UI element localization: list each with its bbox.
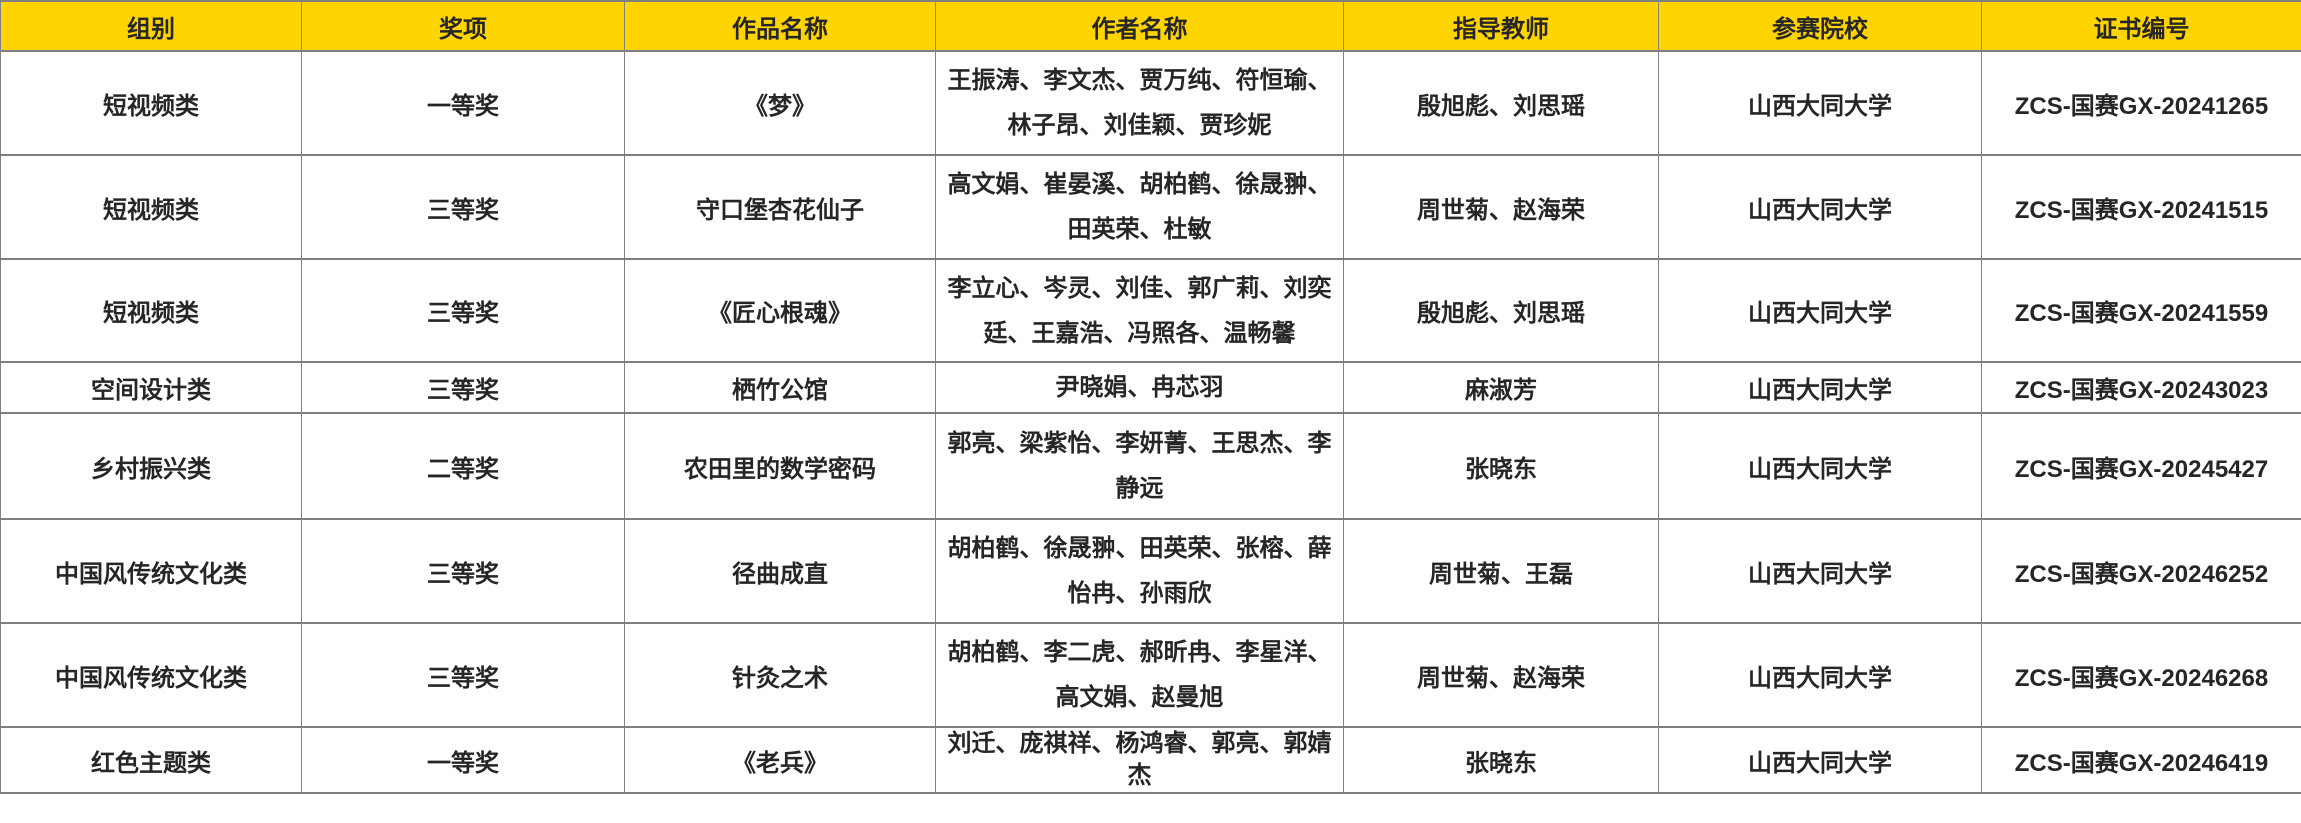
cell-work-title: 《匠心根魂》 xyxy=(624,258,936,363)
col-header-award: 奖项 xyxy=(301,0,625,52)
table-row: 乡村振兴类 二等奖 农田里的数学密码 郭亮、梁紫怡、李妍菁、王思杰、李静远 张晓… xyxy=(0,412,2301,520)
cell-work-title: 农田里的数学密码 xyxy=(624,412,936,520)
cell-award: 三等奖 xyxy=(301,154,625,260)
cell-group: 中国风传统文化类 xyxy=(0,622,302,728)
cell-authors: 胡柏鹤、徐晟翀、田英荣、张榕、薛怡冉、孙雨欣 xyxy=(935,518,1344,624)
cell-group: 短视频类 xyxy=(0,258,302,363)
cell-certificate: ZCS-国赛GX-20243023 xyxy=(1981,361,2301,414)
cell-certificate: ZCS-国赛GX-20241265 xyxy=(1981,50,2301,156)
awards-table: 组别 奖项 作品名称 作者名称 指导教师 参赛院校 证书编号 短视频类 一等奖 … xyxy=(0,0,2301,794)
cell-school: 山西大同大学 xyxy=(1658,622,1982,728)
cell-certificate: ZCS-国赛GX-20246419 xyxy=(1981,726,2301,794)
col-header-teachers: 指导教师 xyxy=(1343,0,1659,52)
table-row: 中国风传统文化类 三等奖 针灸之术 胡柏鹤、李二虎、郝昕冉、李星洋、高文娟、赵曼… xyxy=(0,622,2301,728)
cell-work-title: 《老兵》 xyxy=(624,726,936,794)
awards-sheet: 组别 奖项 作品名称 作者名称 指导教师 参赛院校 证书编号 短视频类 一等奖 … xyxy=(0,0,2301,794)
cell-authors: 刘迁、庞祺祥、杨鸿睿、郭亮、郭婧杰 xyxy=(935,726,1344,794)
cell-award: 三等奖 xyxy=(301,518,625,624)
cell-award: 二等奖 xyxy=(301,412,625,520)
cell-teachers: 周世菊、赵海荣 xyxy=(1343,622,1659,728)
cell-group: 红色主题类 xyxy=(0,726,302,794)
cell-work-title: 径曲成直 xyxy=(624,518,936,624)
cell-group: 短视频类 xyxy=(0,50,302,156)
header-row: 组别 奖项 作品名称 作者名称 指导教师 参赛院校 证书编号 xyxy=(0,0,2301,52)
cell-work-title: 守口堡杏花仙子 xyxy=(624,154,936,260)
cell-award: 一等奖 xyxy=(301,726,625,794)
cell-school: 山西大同大学 xyxy=(1658,518,1982,624)
col-header-work: 作品名称 xyxy=(624,0,936,52)
cell-certificate: ZCS-国赛GX-20241515 xyxy=(1981,154,2301,260)
cell-certificate: ZCS-国赛GX-20246252 xyxy=(1981,518,2301,624)
cell-certificate: ZCS-国赛GX-20245427 xyxy=(1981,412,2301,520)
col-header-school: 参赛院校 xyxy=(1658,0,1982,52)
cell-teachers: 张晓东 xyxy=(1343,726,1659,794)
cell-authors: 高文娟、崔晏溪、胡柏鹤、徐晟翀、田英荣、杜敏 xyxy=(935,154,1344,260)
cell-school: 山西大同大学 xyxy=(1658,50,1982,156)
cell-authors: 王振涛、李文杰、贾万纯、符恒瑜、林子昂、刘佳颖、贾珍妮 xyxy=(935,50,1344,156)
cell-group: 中国风传统文化类 xyxy=(0,518,302,624)
table-row: 短视频类 三等奖 《匠心根魂》 李立心、岑灵、刘佳、郭广莉、刘奕廷、王嘉浩、冯照… xyxy=(0,258,2301,363)
cell-teachers: 殷旭彪、刘思瑶 xyxy=(1343,50,1659,156)
cell-teachers: 张晓东 xyxy=(1343,412,1659,520)
cell-authors: 李立心、岑灵、刘佳、郭广莉、刘奕廷、王嘉浩、冯照各、温畅馨 xyxy=(935,258,1344,363)
cell-teachers: 殷旭彪、刘思瑶 xyxy=(1343,258,1659,363)
cell-teachers: 麻淑芳 xyxy=(1343,361,1659,414)
table-row: 空间设计类 三等奖 栖竹公馆 尹晓娟、冉芯羽 麻淑芳 山西大同大学 ZCS-国赛… xyxy=(0,361,2301,414)
cell-authors: 胡柏鹤、李二虎、郝昕冉、李星洋、高文娟、赵曼旭 xyxy=(935,622,1344,728)
cell-work-title: 栖竹公馆 xyxy=(624,361,936,414)
cell-award: 一等奖 xyxy=(301,50,625,156)
cell-group: 短视频类 xyxy=(0,154,302,260)
cell-certificate: ZCS-国赛GX-20241559 xyxy=(1981,258,2301,363)
cell-work-title: 《梦》 xyxy=(624,50,936,156)
table-row: 短视频类 一等奖 《梦》 王振涛、李文杰、贾万纯、符恒瑜、林子昂、刘佳颖、贾珍妮… xyxy=(0,50,2301,156)
col-header-authors: 作者名称 xyxy=(935,0,1344,52)
cell-teachers: 周世菊、赵海荣 xyxy=(1343,154,1659,260)
col-header-group: 组别 xyxy=(0,0,302,52)
cell-teachers: 周世菊、王磊 xyxy=(1343,518,1659,624)
table-row: 红色主题类 一等奖 《老兵》 刘迁、庞祺祥、杨鸿睿、郭亮、郭婧杰 张晓东 山西大… xyxy=(0,726,2301,794)
cell-school: 山西大同大学 xyxy=(1658,726,1982,794)
cell-school: 山西大同大学 xyxy=(1658,361,1982,414)
cell-certificate: ZCS-国赛GX-20246268 xyxy=(1981,622,2301,728)
cell-authors: 尹晓娟、冉芯羽 xyxy=(935,361,1344,414)
table-row: 短视频类 三等奖 守口堡杏花仙子 高文娟、崔晏溪、胡柏鹤、徐晟翀、田英荣、杜敏 … xyxy=(0,154,2301,260)
cell-award: 三等奖 xyxy=(301,258,625,363)
cell-group: 乡村振兴类 xyxy=(0,412,302,520)
cell-school: 山西大同大学 xyxy=(1658,258,1982,363)
cell-award: 三等奖 xyxy=(301,361,625,414)
cell-group: 空间设计类 xyxy=(0,361,302,414)
cell-school: 山西大同大学 xyxy=(1658,412,1982,520)
table-row: 中国风传统文化类 三等奖 径曲成直 胡柏鹤、徐晟翀、田英荣、张榕、薛怡冉、孙雨欣… xyxy=(0,518,2301,624)
cell-authors: 郭亮、梁紫怡、李妍菁、王思杰、李静远 xyxy=(935,412,1344,520)
cell-school: 山西大同大学 xyxy=(1658,154,1982,260)
cell-work-title: 针灸之术 xyxy=(624,622,936,728)
col-header-certificate: 证书编号 xyxy=(1981,0,2301,52)
cell-award: 三等奖 xyxy=(301,622,625,728)
